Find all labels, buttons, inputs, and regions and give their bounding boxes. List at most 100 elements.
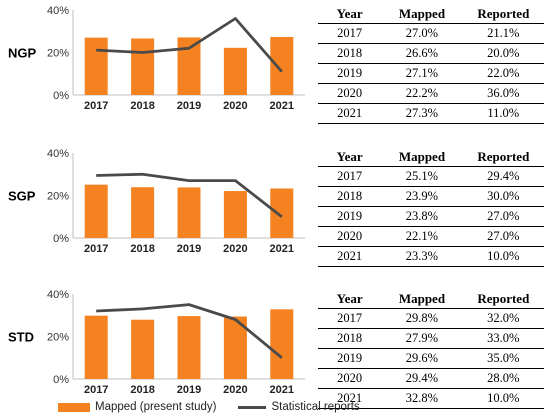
region-label: STD xyxy=(8,330,34,345)
cell-reported: 33.0% xyxy=(462,328,544,349)
table-row: 2021 32.8% 10.0% xyxy=(318,388,544,409)
table-row: 2018 23.9% 30.0% xyxy=(318,186,544,207)
bar-mapped xyxy=(223,47,247,95)
cell-reported: 22.0% xyxy=(462,63,544,84)
chart-sgp: SGP 0% 20% 40% 2017 2018 2019 2020 2021 xyxy=(8,148,305,255)
y-tick-label: 0% xyxy=(53,374,69,386)
cell-year: 2017 xyxy=(318,166,382,187)
table-row: 2017 25.1% 29.4% xyxy=(318,166,544,187)
cell-reported: 11.0% xyxy=(462,103,544,124)
x-tick-label: 2021 xyxy=(270,243,294,255)
table-row: 2018 26.6% 20.0% xyxy=(318,43,544,64)
table-row: 2021 27.3% 11.0% xyxy=(318,103,544,124)
legend: Mapped (present study) Statistical repor… xyxy=(58,398,360,416)
bar-mapped xyxy=(84,315,108,379)
chart-ngp: NGP 0% 20% 40% 2017 2018 2019 2020 2021 xyxy=(8,5,305,112)
table-row: 2020 29.4% 28.0% xyxy=(318,368,544,389)
legend-line-swatch xyxy=(238,405,267,409)
table-row: 2017 27.0% 21.1% xyxy=(318,23,544,44)
cell-year: 2020 xyxy=(318,83,382,104)
y-tick-label: 20% xyxy=(47,48,69,60)
cell-reported: 29.4% xyxy=(462,166,544,187)
bar-mapped xyxy=(84,37,108,95)
cell-mapped: 22.2% xyxy=(381,83,463,104)
y-tick-label: 40% xyxy=(47,5,69,17)
region-label: NGP xyxy=(8,46,37,61)
cell-reported: 27.0% xyxy=(462,226,544,247)
x-tick-label: 2017 xyxy=(84,243,108,255)
table-row: 2017 29.8% 32.0% xyxy=(318,308,544,329)
header-year: Year xyxy=(318,147,382,167)
table-header-row: Year Mapped Reported xyxy=(318,289,544,309)
table-std: Year Mapped Reported 2017 29.8% 32.0% 2018 2… xyxy=(318,289,544,409)
cell-mapped: 29.4% xyxy=(381,368,463,389)
bar-mapped xyxy=(270,36,294,95)
cell-mapped: 27.0% xyxy=(381,23,463,44)
cell-reported: 20.0% xyxy=(462,43,544,64)
header-mapped: Mapped xyxy=(381,4,463,24)
y-tick-label: 0% xyxy=(53,233,69,245)
legend-reported-label: Statistical reports xyxy=(271,401,360,413)
header-reported: Reported xyxy=(462,4,544,24)
cell-reported: 27.0% xyxy=(462,206,544,227)
x-tick-label: 2019 xyxy=(177,243,201,255)
x-tick-label: 2020 xyxy=(223,243,247,255)
table-header-row: Year Mapped Reported xyxy=(318,147,544,167)
table-row: 2021 23.3% 10.0% xyxy=(318,246,544,267)
bar-mapped xyxy=(131,38,155,95)
cell-mapped: 27.9% xyxy=(381,328,463,349)
cell-year: 2021 xyxy=(318,388,382,409)
cell-year: 2021 xyxy=(318,103,382,124)
x-tick-label: 2021 xyxy=(270,100,294,112)
bar-mapped xyxy=(177,187,201,238)
cell-mapped: 29.6% xyxy=(381,348,463,369)
table-sgp: Year Mapped Reported 2017 25.1% 29.4% 2018 2… xyxy=(318,147,544,267)
cell-year: 2019 xyxy=(318,348,382,369)
x-tick-label: 2017 xyxy=(84,100,108,112)
x-tick-label: 2019 xyxy=(177,384,201,396)
cell-mapped: 23.9% xyxy=(381,186,463,207)
header-reported: Reported xyxy=(462,147,544,167)
cell-mapped: 23.8% xyxy=(381,206,463,227)
table-row: 2018 27.9% 33.0% xyxy=(318,328,544,349)
table-row: 2020 22.2% 36.0% xyxy=(318,83,544,104)
cell-year: 2019 xyxy=(318,63,382,84)
table-row: 2019 23.8% 27.0% xyxy=(318,206,544,227)
bar-mapped xyxy=(177,37,201,95)
cell-reported: 30.0% xyxy=(462,186,544,207)
cell-year: 2018 xyxy=(318,186,382,207)
table-row: 2019 27.1% 22.0% xyxy=(318,63,544,84)
bar-mapped xyxy=(177,316,201,379)
cell-reported: 21.1% xyxy=(462,23,544,44)
cell-year: 2021 xyxy=(318,246,382,267)
cell-mapped: 23.3% xyxy=(381,246,463,267)
cell-mapped: 32.8% xyxy=(381,388,463,409)
x-tick-label: 2018 xyxy=(130,384,154,396)
header-year: Year xyxy=(318,4,382,24)
legend-bar-swatch xyxy=(58,402,90,412)
x-tick-label: 2020 xyxy=(223,100,247,112)
table-row: 2019 29.6% 35.0% xyxy=(318,348,544,369)
cell-year: 2017 xyxy=(318,23,382,44)
cell-reported: 35.0% xyxy=(462,348,544,369)
header-reported: Reported xyxy=(462,289,544,309)
cell-reported: 36.0% xyxy=(462,83,544,104)
cell-year: 2020 xyxy=(318,368,382,389)
x-tick-label: 2020 xyxy=(223,384,247,396)
cell-reported: 10.0% xyxy=(462,388,544,409)
x-tick-label: 2017 xyxy=(84,384,108,396)
cell-year: 2017 xyxy=(318,308,382,329)
bar-mapped xyxy=(131,187,155,238)
table-header-row: Year Mapped Reported xyxy=(318,4,544,24)
y-tick-label: 0% xyxy=(53,90,69,102)
cell-reported: 28.0% xyxy=(462,368,544,389)
header-year: Year xyxy=(318,289,382,309)
cell-year: 2019 xyxy=(318,206,382,227)
legend-mapped-label: Mapped (present study) xyxy=(95,401,217,413)
bar-mapped xyxy=(84,184,108,238)
cell-reported: 10.0% xyxy=(462,246,544,267)
cell-mapped: 27.1% xyxy=(381,63,463,84)
cell-mapped: 26.6% xyxy=(381,43,463,64)
y-tick-label: 40% xyxy=(47,148,69,160)
y-tick-label: 20% xyxy=(47,332,69,344)
